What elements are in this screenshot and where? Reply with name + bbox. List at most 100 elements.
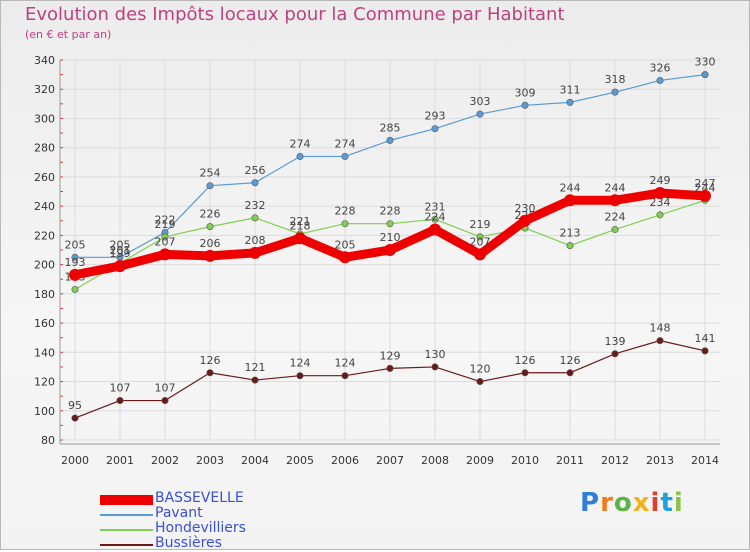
data-label: 222 [155, 213, 176, 226]
logo-letter: t [660, 488, 674, 518]
y-tick-label: 240 [34, 200, 55, 213]
data-point [476, 110, 484, 118]
data-point [116, 397, 124, 405]
data-point [656, 76, 664, 84]
x-tick-label: 2000 [61, 454, 89, 467]
data-label: 224 [425, 211, 446, 224]
data-point [296, 152, 304, 160]
data-point [341, 372, 349, 380]
data-label: 254 [200, 167, 221, 180]
legend-swatch [100, 544, 153, 546]
data-point [341, 152, 349, 160]
data-label: 199 [110, 247, 131, 260]
data-label: 206 [200, 237, 221, 250]
y-tick-label: 180 [34, 288, 55, 301]
data-point [431, 125, 439, 133]
data-label: 213 [560, 227, 581, 240]
legend-label: Pavant [155, 505, 203, 521]
data-label: 210 [380, 231, 401, 244]
data-label: 218 [290, 219, 311, 232]
data-label: 126 [560, 354, 581, 367]
data-label: 293 [425, 110, 446, 123]
data-label: 228 [380, 205, 401, 218]
data-label: 124 [335, 357, 356, 370]
data-point [611, 88, 619, 96]
y-tick-label: 280 [34, 142, 55, 155]
data-label: 285 [380, 121, 401, 134]
data-label: 205 [110, 238, 131, 251]
data-label: 124 [290, 357, 311, 370]
x-tick-label: 2010 [511, 454, 539, 467]
data-label: 126 [200, 354, 221, 367]
chart-subtitle: (en € et par an) [25, 28, 112, 41]
data-label: 219 [470, 218, 491, 231]
data-point [701, 71, 709, 79]
data-label: 121 [245, 361, 266, 374]
logo-letter: o [613, 488, 633, 518]
data-point [701, 347, 709, 355]
data-label: 141 [695, 332, 716, 345]
data-point [294, 232, 306, 245]
data-label: 107 [155, 382, 176, 395]
data-label: 230 [515, 202, 536, 215]
data-label: 107 [110, 382, 131, 395]
data-label: 221 [290, 215, 311, 228]
data-point [114, 260, 126, 273]
data-point [431, 363, 439, 371]
data-point [206, 182, 214, 190]
data-point [71, 253, 79, 261]
data-label: 228 [335, 205, 356, 218]
x-tick-label: 2011 [556, 454, 584, 467]
data-point [296, 372, 304, 380]
data-point [564, 194, 576, 207]
data-label: 148 [650, 322, 671, 335]
x-tick-label: 2002 [151, 454, 179, 467]
data-point [71, 414, 79, 422]
data-label: 234 [650, 196, 671, 209]
data-label: 201 [110, 244, 131, 257]
data-label: 224 [605, 211, 626, 224]
data-label: 274 [290, 137, 311, 150]
data-label: 303 [470, 95, 491, 108]
data-point [69, 268, 81, 281]
data-point [204, 249, 216, 262]
y-tick-label: 120 [34, 376, 55, 389]
x-tick-label: 2009 [466, 454, 494, 467]
data-point [386, 220, 394, 228]
data-point [251, 179, 259, 187]
x-tick-label: 2014 [691, 454, 719, 467]
data-point [476, 378, 484, 386]
data-point [521, 101, 529, 109]
data-label: 326 [650, 61, 671, 74]
data-point [251, 214, 259, 222]
x-tick-label: 2005 [286, 454, 314, 467]
data-label: 130 [425, 348, 446, 361]
x-tick-label: 2003 [196, 454, 224, 467]
data-label: 309 [515, 86, 536, 99]
y-tick-label: 200 [34, 259, 55, 272]
y-tick-label: 160 [34, 317, 55, 330]
data-point [521, 369, 529, 377]
data-label: 244 [605, 181, 626, 194]
y-tick-label: 260 [34, 171, 55, 184]
data-label: 249 [650, 174, 671, 187]
data-point [699, 189, 711, 202]
data-label: 232 [245, 199, 266, 212]
logo-letter: i [650, 488, 661, 518]
data-label: 330 [695, 56, 716, 69]
data-point [249, 246, 261, 259]
legend-label: Hondevilliers [155, 520, 246, 536]
proxiti-logo: Proxiti [580, 488, 684, 518]
data-point [429, 223, 441, 236]
data-label: 193 [65, 256, 86, 269]
data-point [386, 136, 394, 144]
data-label: 247 [695, 177, 716, 190]
data-label: 318 [605, 73, 626, 86]
data-point [159, 248, 171, 261]
data-point [384, 244, 396, 256]
data-label: 139 [605, 335, 626, 348]
data-label: 244 [695, 181, 716, 194]
data-label: 274 [335, 137, 356, 150]
